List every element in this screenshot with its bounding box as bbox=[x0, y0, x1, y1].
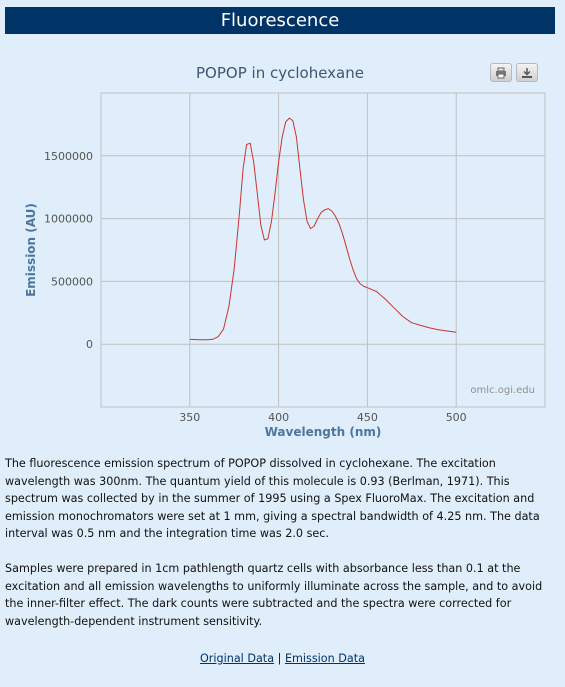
data-links: Original Data | Emission Data bbox=[0, 652, 565, 665]
download-icon bbox=[521, 67, 533, 79]
link-separator: | bbox=[277, 652, 282, 665]
description: The fluorescence emission spectrum of PO… bbox=[5, 455, 557, 630]
chart-title: POPOP in cyclohexane bbox=[196, 64, 364, 82]
chart: POPOP in cyclohexane 350 400 450 500 0 500000 1… bbox=[5, 52, 555, 448]
y-axis-label: Emission (AU) bbox=[24, 203, 38, 297]
printer-icon bbox=[495, 67, 507, 79]
x-axis-label: Wavelength (nm) bbox=[265, 425, 382, 439]
chart-credit: omlc.ogi.edu bbox=[470, 385, 535, 396]
print-button[interactable] bbox=[490, 63, 512, 82]
emission-data-link[interactable]: Emission Data bbox=[284, 652, 365, 665]
y-tick-label: 1000000 bbox=[44, 213, 93, 226]
chart-svg: POPOP in cyclohexane 350 400 450 500 0 500000 1… bbox=[24, 64, 546, 439]
x-tick-label: 450 bbox=[357, 411, 378, 424]
page-title: Fluorescence bbox=[5, 7, 555, 34]
download-button[interactable] bbox=[516, 63, 538, 82]
original-data-link[interactable]: Original Data bbox=[200, 652, 275, 665]
y-tick-label: 500000 bbox=[51, 275, 93, 288]
description-paragraph-2: Samples were prepared in 1cm pathlength … bbox=[5, 561, 543, 628]
x-tick-label: 500 bbox=[446, 411, 467, 424]
plot-area bbox=[100, 92, 546, 408]
x-tick-label: 400 bbox=[268, 411, 289, 424]
y-tick-label: 0 bbox=[86, 338, 93, 351]
x-tick-label: 350 bbox=[179, 411, 200, 424]
series-line bbox=[189, 117, 457, 341]
y-tick-label: 1500000 bbox=[44, 150, 93, 163]
description-paragraph-1: The fluorescence emission spectrum of PO… bbox=[5, 457, 540, 541]
